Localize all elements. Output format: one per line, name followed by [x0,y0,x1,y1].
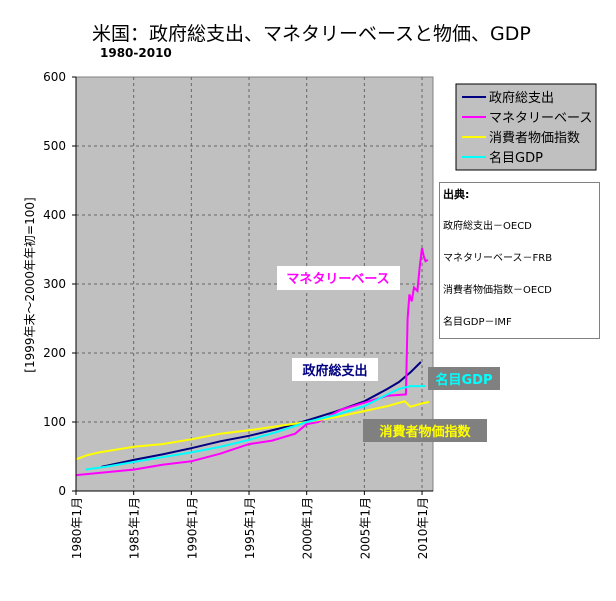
svg-text:マネタリーベース: マネタリーベース [286,272,389,287]
x-tick-label: 1985年1月 [128,497,142,559]
svg-text:消費者物価指数: 消費者物価指数 [379,424,471,440]
series-line [75,247,429,477]
source-item: マネタリーベース－FRB [443,252,552,264]
y-tick-label: 0 [58,484,66,498]
series-lines [75,247,430,477]
legend-label: 政府総支出 [489,91,554,106]
y-tick-label: 300 [43,277,66,291]
y-tick-label: 500 [43,139,66,153]
y-ticks: 0 100 200 300 400 500 600 [43,70,76,498]
svg-text:政府総支出: 政府総支出 [302,363,367,379]
series-line [85,385,426,471]
x-tick-label: 2010年1月 [416,497,430,559]
annotation-monetary-base: マネタリーベース [277,266,400,290]
chart-title: 米国：政府総支出、マネタリーベースと物価、GDP [92,23,531,45]
annotation-cpi: 消費者物価指数 [363,419,487,442]
x-tick-label: 1980年1月 [70,497,84,559]
x-tick-label: 2000年1月 [301,497,315,559]
series-line [75,400,430,461]
annotation-nominal-gdp: 名目GDP [428,367,500,390]
x-tick-label: 2005年1月 [358,497,372,559]
legend-label: 名目GDP [489,150,543,166]
svg-text:名目GDP: 名目GDP [436,372,493,388]
source-item: 消費者物価指数－OECD [443,283,552,296]
legend-label: 消費者物価指数 [489,131,580,146]
x-tick-label: 1990年1月 [185,497,199,559]
annotation-government-spending: 政府総支出 [292,358,378,381]
x-tick-label: 1995年1月 [243,497,257,559]
y-tick-label: 600 [43,70,66,84]
source-item: 名目GDP－IMF [443,315,512,328]
source-item: 政府総支出－OECD [443,219,532,232]
y-axis-label: [1999年末～2000年年初=100] [23,197,37,372]
sources-box: 出典: 政府総支出－OECD マネタリーベース－FRB 消費者物価指数－OECD… [439,182,600,339]
y-tick-label: 200 [43,346,66,360]
y-tick-label: 100 [43,415,66,429]
legend-label: マネタリーベース [489,111,592,126]
sources-heading: 出典: [443,187,469,201]
chart-subtitle: 1980-2010 [100,46,172,60]
y-tick-label: 400 [43,208,66,222]
x-ticks: 1980年1月 1985年1月 1990年1月 1995年1月 2000年1月 2005年… [70,491,430,559]
